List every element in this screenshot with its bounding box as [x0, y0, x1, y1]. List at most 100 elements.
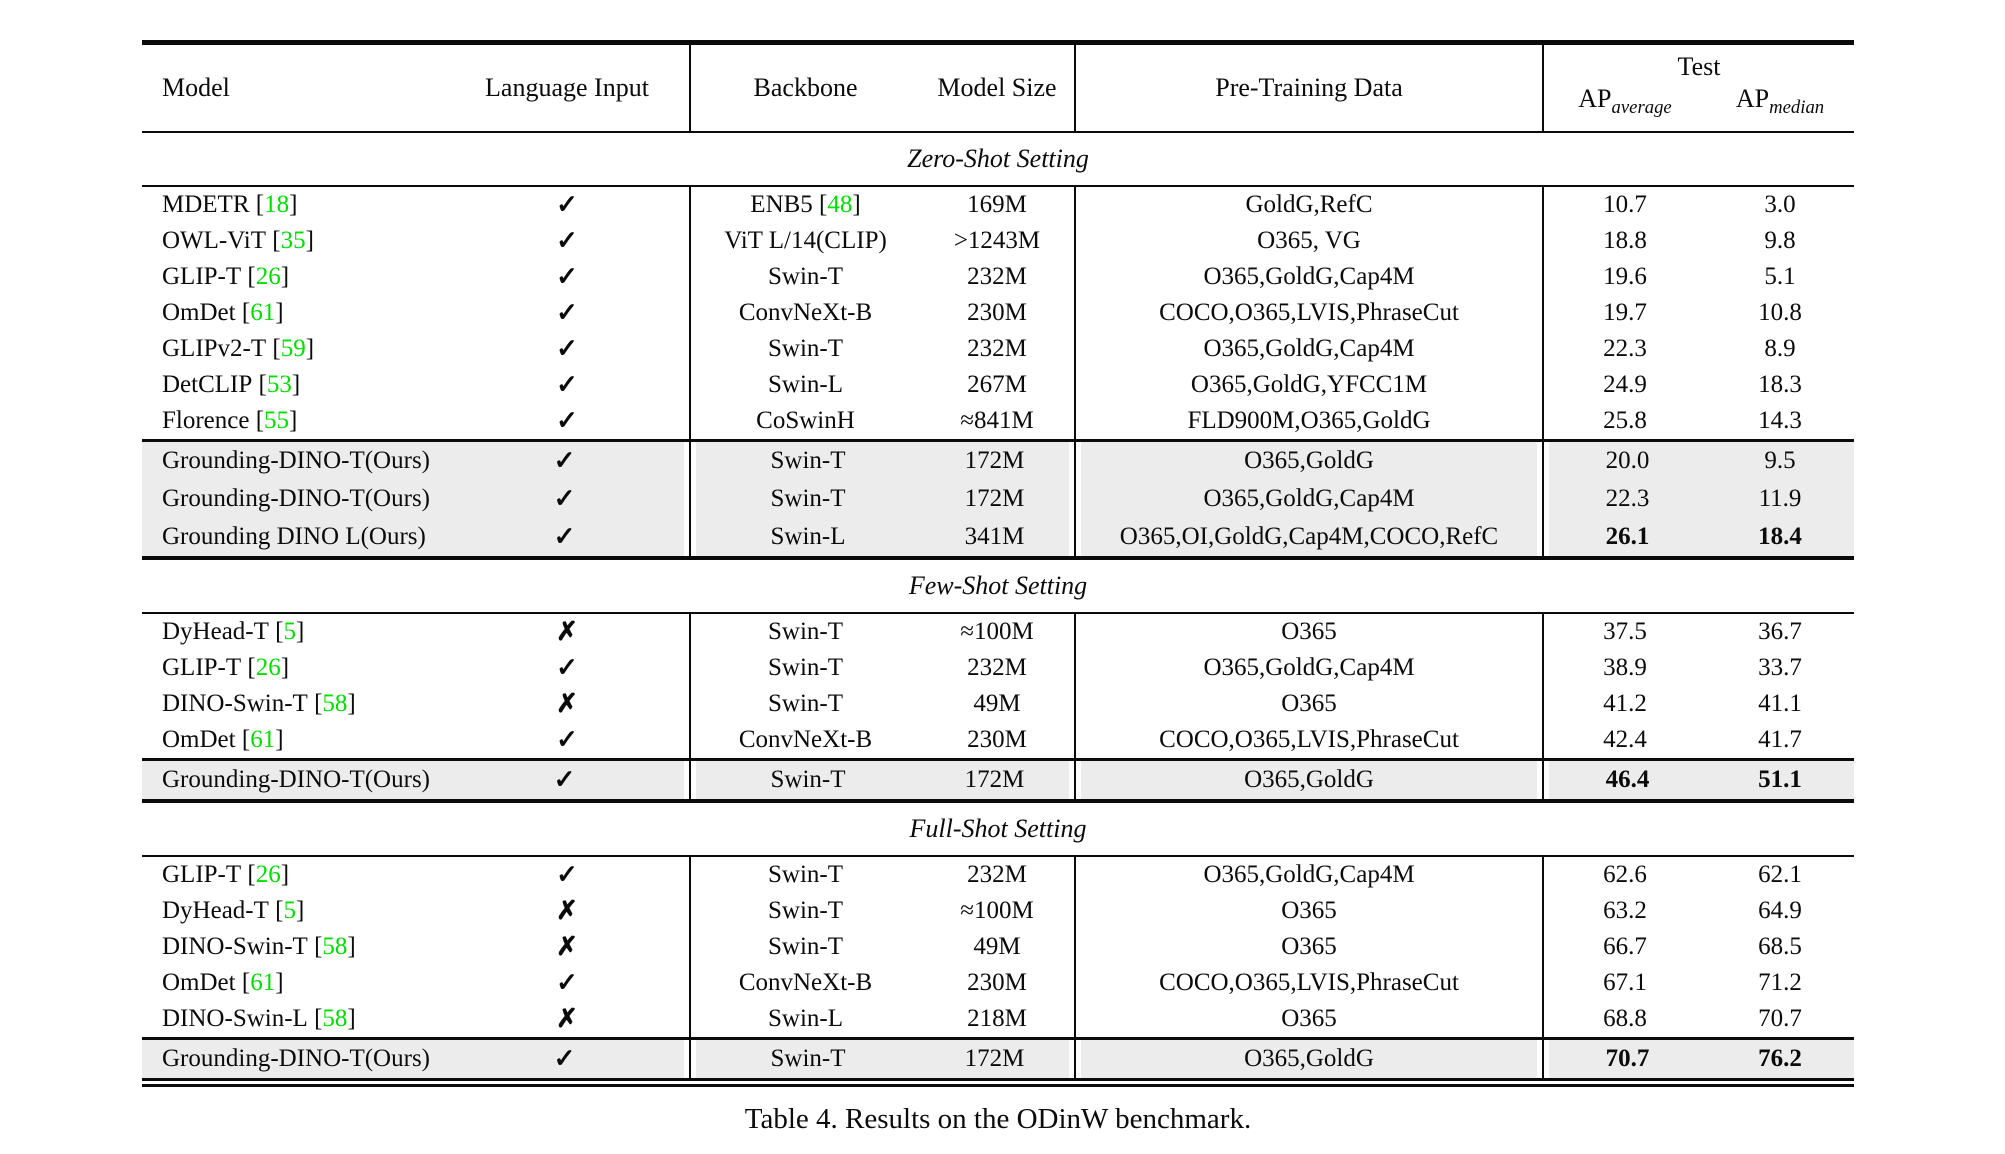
- backbone-cell: Swin-T: [691, 331, 920, 367]
- column-rule: [1074, 614, 1076, 650]
- column-rule: [1542, 857, 1544, 893]
- check-icon: ✓: [553, 765, 576, 794]
- check-icon: ✓: [556, 226, 578, 255]
- check-icon: ✓: [556, 653, 578, 682]
- column-rule: [1542, 1040, 1544, 1078]
- column-rule: [1074, 965, 1076, 1001]
- pretraining-data-cell: O365,GoldG,Cap4M: [1076, 480, 1542, 518]
- label-text: OmDet: [162, 726, 236, 753]
- citation: 61: [250, 969, 276, 996]
- column-rule: [1542, 965, 1544, 1001]
- column-rule: [1542, 295, 1544, 331]
- ap-average-cell: 19.6: [1603, 263, 1647, 290]
- column-rule: [689, 1040, 691, 1078]
- check-icon: ✓: [553, 484, 576, 513]
- column-rule: [1074, 442, 1076, 480]
- citation: 58: [322, 933, 348, 960]
- column-rule: [1074, 761, 1076, 799]
- table-top-rule: [142, 40, 1854, 45]
- backbone-cell: ConvNeXt-B: [691, 965, 920, 1001]
- backbone-cell: Swin-L: [691, 367, 920, 403]
- results-table: Model Language Input Backbone Model Size…: [142, 40, 1854, 1087]
- backbone-cell: Swin-L: [691, 1001, 920, 1037]
- ap-median-cell: 41.7: [1758, 726, 1802, 753]
- section-rule: [142, 855, 1854, 857]
- language-input-cell: ✗: [445, 929, 689, 965]
- label-text: Florence: [162, 407, 250, 434]
- model-size-cell: 232M: [967, 263, 1027, 290]
- ap-median-cell: 68.5: [1758, 933, 1802, 960]
- model-cell: DyHead-T [5]: [162, 618, 305, 645]
- model-cell: Grounding-DINO-T(Ours): [142, 761, 445, 799]
- ap-median-cell: 51.1: [1706, 761, 1854, 799]
- header-row: Model Language Input Backbone Model Size…: [142, 45, 1854, 131]
- table-row: OmDet [61] ✓ ConvNeXt-B 230M COCO,O365,LVIS,…: [142, 722, 1854, 758]
- column-rule: [689, 686, 691, 722]
- pretraining-data-cell: O365: [1281, 1005, 1337, 1032]
- label-text: ConvNeXt-B: [738, 969, 873, 996]
- language-input-cell: ✓: [445, 367, 689, 403]
- ap-average-cell: 26.1: [1544, 518, 1706, 556]
- model-cell: OmDet [61]: [162, 969, 284, 996]
- model-cell: DINO-Swin-L [58]: [162, 1005, 356, 1032]
- check-icon: ✓: [556, 298, 578, 327]
- table-body: Zero-Shot Setting MDETR [18] ✓ ENB5 [48] 169…: [142, 133, 1854, 1087]
- column-header-language-input: Language Input: [485, 73, 649, 102]
- pre-highlight-rule: [142, 439, 1854, 442]
- ap-average-cell: 38.9: [1603, 654, 1647, 681]
- model-size-cell: 172M: [920, 1040, 1074, 1078]
- backbone-cell: Swin-T: [691, 480, 920, 518]
- backbone-cell: ConvNeXt-B: [691, 295, 920, 331]
- label-text: DINO-Swin-L: [162, 1005, 308, 1032]
- label-text: Grounding-DINO-T(Ours): [162, 766, 430, 793]
- label-text: Swin-T: [768, 861, 843, 888]
- model-cell: DetCLIP [53]: [162, 371, 301, 398]
- table-row: OWL-ViT [35] ✓ ViT L/14(CLIP) >1243M O365, V…: [142, 223, 1854, 259]
- label-text: Grounding DINO L(Ours): [162, 523, 426, 550]
- citation: 58: [322, 1005, 348, 1032]
- cross-icon: ✗: [556, 896, 578, 925]
- label-text: OmDet: [162, 299, 236, 326]
- model-size-cell: 230M: [967, 299, 1027, 326]
- column-rule: [1542, 45, 1544, 131]
- model-cell: MDETR [18]: [162, 191, 298, 218]
- label-text: DINO-Swin-T: [162, 933, 308, 960]
- pretraining-data-cell: O365: [1281, 933, 1337, 960]
- label-text: DyHead-T: [162, 618, 269, 645]
- check-icon: ✓: [556, 406, 578, 435]
- cross-icon: ✗: [556, 689, 578, 718]
- check-icon: ✓: [556, 262, 578, 291]
- backbone-cell: CoSwinH: [691, 403, 920, 439]
- label-text: ConvNeXt-B: [738, 726, 873, 753]
- backbone-cell: Swin-T: [691, 857, 920, 893]
- table-row: Grounding-DINO-T(Ours) ✓ Swin-T 172M O365,Go…: [142, 761, 1854, 799]
- section-end-rule: [142, 556, 1854, 560]
- language-input-cell: ✓: [445, 259, 689, 295]
- ap-median-cell: 5.1: [1764, 263, 1796, 290]
- citation: 48: [827, 191, 853, 218]
- column-rule: [1542, 367, 1544, 403]
- language-input-cell: ✓: [445, 223, 689, 259]
- ap-average-cell: 46.4: [1544, 761, 1706, 799]
- table-row: Grounding DINO L(Ours) ✓ Swin-L 341M O365,OI…: [142, 518, 1854, 556]
- label-text: Swin-T: [770, 447, 846, 474]
- label-text: Swin-T: [770, 1045, 846, 1072]
- column-rule: [689, 331, 691, 367]
- column-rule: [1074, 893, 1076, 929]
- label-text: Swin-T: [768, 690, 843, 717]
- ap-subscript: median: [1769, 97, 1825, 119]
- citation: 26: [255, 861, 281, 888]
- model-size-cell: 341M: [920, 518, 1074, 556]
- citation: 59: [280, 335, 306, 362]
- model-cell: Florence [55]: [162, 407, 298, 434]
- citation: 61: [250, 726, 276, 753]
- column-rule: [689, 893, 691, 929]
- check-icon: ✓: [556, 968, 578, 997]
- label-text: Grounding-DINO-T(Ours): [162, 485, 430, 512]
- pretraining-data-cell: O365,GoldG,Cap4M: [1203, 335, 1415, 362]
- section-rule: [142, 612, 1854, 614]
- ap-average-cell: 68.8: [1603, 1005, 1647, 1032]
- column-rule: [689, 403, 691, 439]
- check-icon: ✓: [556, 370, 578, 399]
